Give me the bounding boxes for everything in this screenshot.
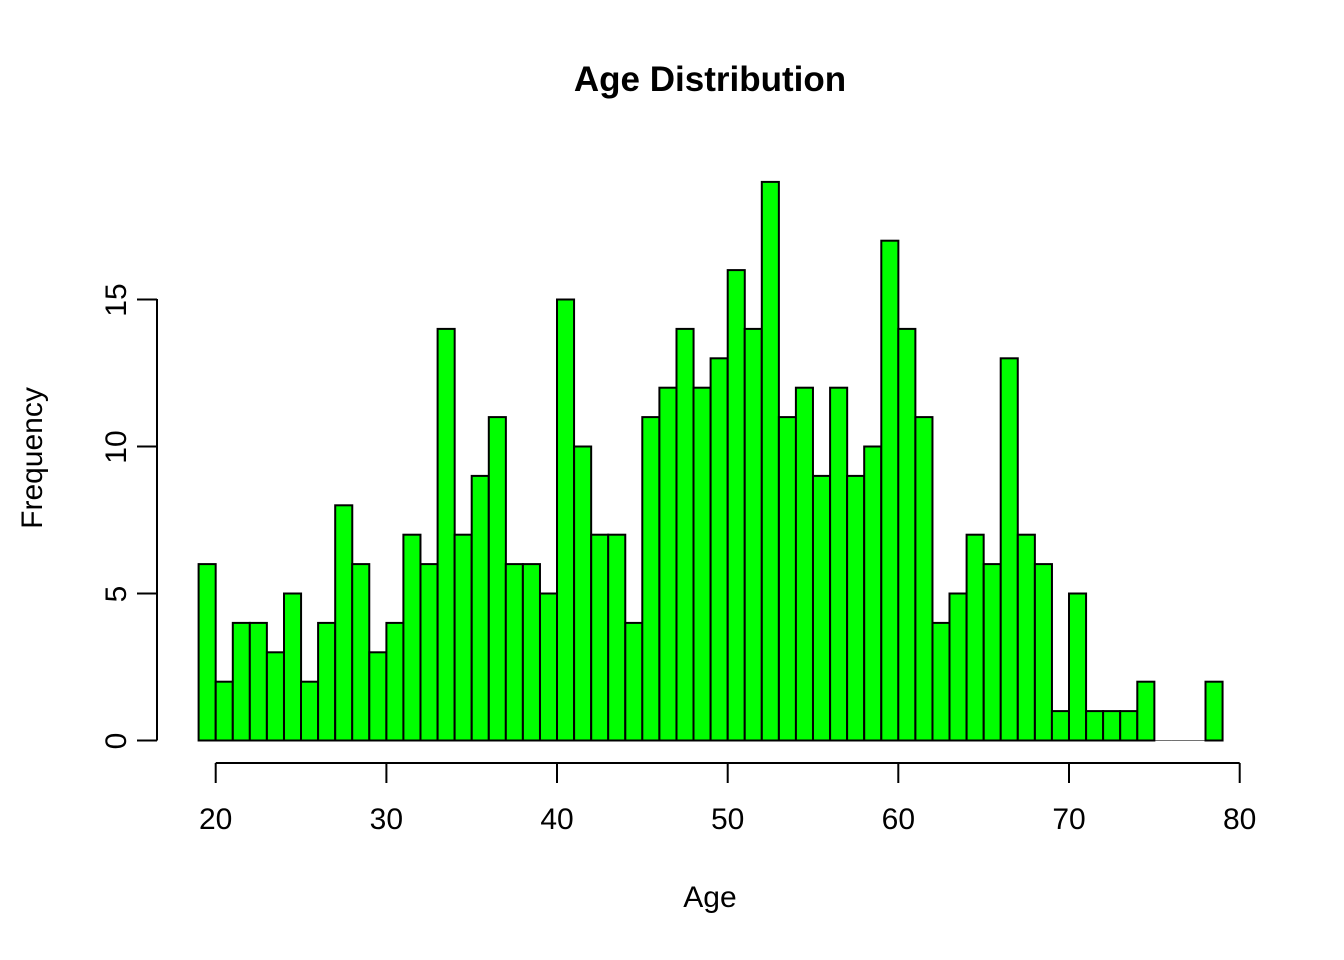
histogram-bar [760, 180, 780, 742]
histogram-bar [300, 680, 320, 742]
histogram-bar [641, 416, 661, 742]
x-tick-label: 30 [369, 803, 404, 836]
histogram-bar [863, 445, 883, 742]
histogram-bar [1136, 680, 1156, 742]
x-tick-label: 80 [1222, 803, 1257, 836]
histogram-bar [334, 504, 354, 742]
chart-title: Age Distribution [573, 60, 847, 99]
histogram-bar [214, 680, 234, 742]
histogram-bar [487, 416, 507, 742]
histogram-bar [317, 621, 337, 742]
histogram-bar [351, 563, 371, 742]
histogram-bar [1016, 533, 1036, 742]
histogram-bar [624, 621, 644, 742]
y-tick-label: 15 [100, 282, 133, 317]
histogram-bar [539, 592, 559, 742]
histogram-bar [1085, 710, 1105, 742]
histogram-bar [709, 357, 729, 742]
histogram-bar [1050, 710, 1070, 742]
histogram-bar [556, 298, 576, 742]
histogram-bar [982, 563, 1002, 742]
histogram-bar [812, 474, 832, 742]
y-axis-title: Frequency [16, 387, 49, 529]
histogram-bar [777, 416, 797, 742]
histogram-bar [726, 269, 746, 742]
histogram-bar [283, 592, 303, 742]
histogram-bar [590, 533, 610, 742]
histogram-bar [999, 357, 1019, 742]
histogram-bar [829, 386, 849, 742]
histogram-bar [265, 651, 285, 742]
histogram-bar [658, 386, 678, 742]
histogram-bar [248, 621, 268, 742]
histogram-bar [880, 239, 900, 742]
histogram-bar [948, 592, 968, 742]
histogram-bar [402, 533, 422, 742]
histogram-bar [453, 533, 473, 742]
x-axis-title: Age [683, 881, 737, 914]
histogram-bar [436, 327, 456, 742]
histogram-bar [675, 327, 695, 742]
histogram-bar [692, 386, 712, 742]
x-tick-label: 20 [199, 803, 233, 836]
histogram-bar [1102, 710, 1122, 742]
x-tick-label: 60 [881, 803, 916, 836]
y-tick-label: 0 [100, 732, 133, 749]
histogram-bar [368, 651, 388, 742]
histogram-bar [1204, 680, 1224, 742]
histogram-bar [504, 563, 524, 742]
histogram-bar [385, 621, 405, 742]
histogram-bar [965, 533, 985, 742]
histogram-bar [931, 621, 951, 742]
histogram-bar [521, 563, 541, 742]
x-tick-label: 50 [710, 803, 745, 836]
histogram-bar [197, 563, 217, 742]
histogram-bar [897, 327, 917, 742]
histogram-bar [419, 563, 439, 742]
x-tick-label: 40 [540, 803, 574, 836]
histogram-bar [914, 416, 934, 742]
histogram-bar [573, 445, 593, 742]
histogram-bar [743, 327, 763, 742]
histogram-bar [470, 474, 490, 742]
x-tick-label: 70 [1052, 803, 1086, 836]
histogram-bar [231, 621, 251, 742]
histogram-bar [794, 386, 814, 742]
histogram-bar [607, 533, 627, 742]
histogram-bar [1119, 710, 1139, 742]
histogram-bar [1068, 592, 1088, 742]
y-tick-label: 5 [100, 585, 133, 602]
histogram-bar [1033, 563, 1053, 742]
histogram-bar [846, 474, 866, 742]
y-tick-label: 10 [100, 429, 133, 464]
